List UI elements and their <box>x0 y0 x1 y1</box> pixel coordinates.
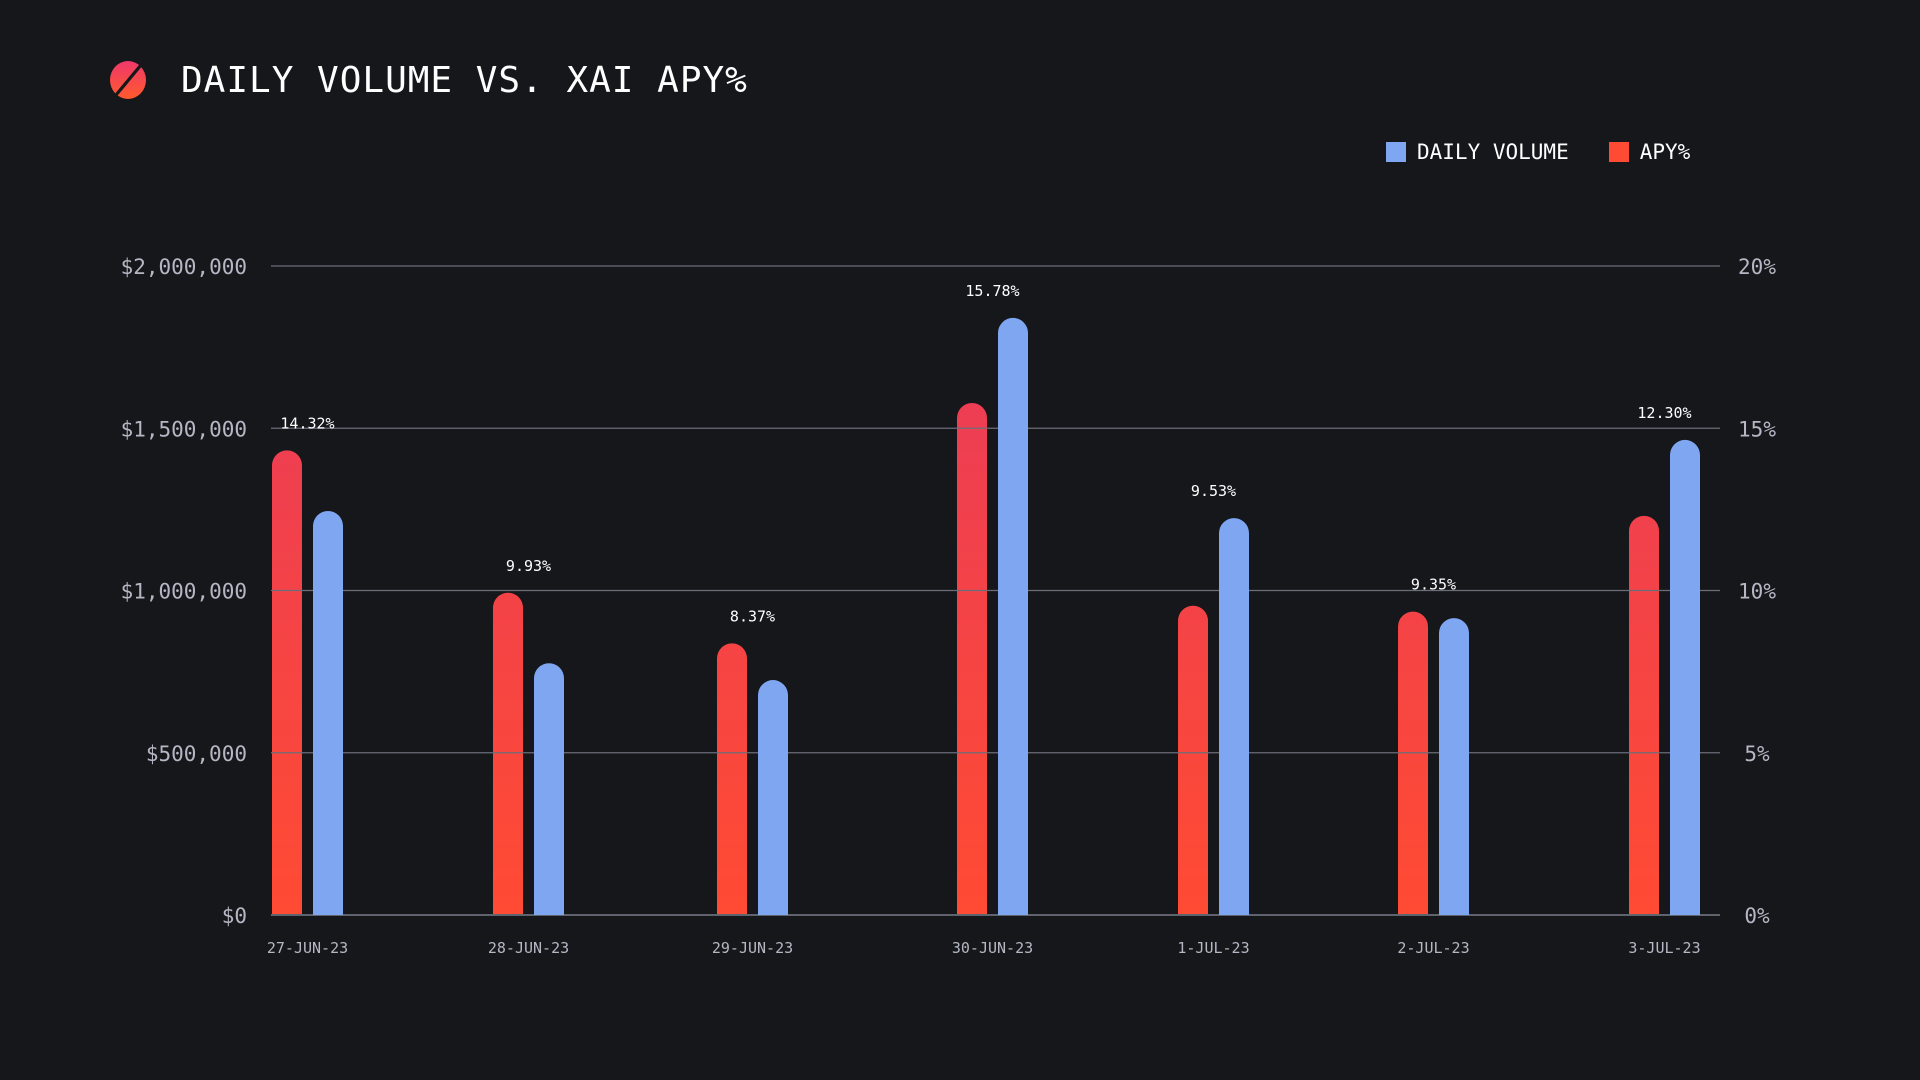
legend-item-apy[interactable]: APY% <box>1608 140 1691 164</box>
legend-label-apy: APY% <box>1639 140 1691 164</box>
volume-bar <box>313 510 343 915</box>
volume-bar <box>1219 518 1249 915</box>
volume-bar <box>758 680 788 915</box>
apy-data-label: 12.30% <box>1637 404 1691 422</box>
apy-bar <box>493 592 523 915</box>
right-axis-ticks: 0% 5% 10% 15% 20% <box>1738 255 1776 928</box>
x-axis-ticks: 27-JUN-23 28-JUN-23 29-JUN-23 30-JUN-23 1-JU… <box>267 939 1701 957</box>
legend-swatch-apy <box>1608 142 1629 162</box>
left-tick-label: $2,000,000 <box>121 255 247 279</box>
apy-bar <box>717 643 747 915</box>
left-tick-label: $1,000,000 <box>121 580 247 604</box>
slashed-circle-logo-icon <box>110 61 146 99</box>
x-tick-label: 2-JUL-23 <box>1397 939 1469 957</box>
volume-bar <box>1439 618 1469 915</box>
apy-data-label: 15.78% <box>965 282 1019 300</box>
volume-bar <box>1670 439 1700 915</box>
apy-data-label: 9.93% <box>506 557 551 575</box>
x-tick-label: 3-JUL-23 <box>1628 939 1700 957</box>
apy-data-label: 9.53% <box>1191 482 1236 500</box>
volume-bar <box>998 317 1028 915</box>
apy-data-label: 9.35% <box>1411 576 1456 594</box>
gridlines <box>271 265 1720 916</box>
apy-bar <box>272 450 302 915</box>
apy-bar <box>957 402 987 916</box>
right-tick-label: 5% <box>1744 742 1770 766</box>
chart-legend: DAILY VOLUME APY% <box>1386 140 1690 164</box>
apy-bars <box>272 402 1659 916</box>
right-tick-label: 0% <box>1744 904 1770 928</box>
right-tick-label: 10% <box>1738 580 1776 604</box>
right-tick-label: 20% <box>1738 255 1776 279</box>
right-tick-label: 15% <box>1738 417 1776 441</box>
x-tick-label: 1-JUL-23 <box>1177 939 1249 957</box>
x-tick-label: 28-JUN-23 <box>488 939 569 957</box>
legend-swatch-daily-volume <box>1386 142 1406 162</box>
apy-data-label: 8.37% <box>730 607 775 625</box>
apy-bar <box>1178 605 1208 915</box>
left-axis-ticks: $0 $500,000 $1,000,000 $1,500,000 $2,000,000 <box>121 255 247 928</box>
volume-bars <box>313 317 1700 915</box>
legend-label-daily-volume: DAILY VOLUME <box>1417 140 1569 164</box>
data-labels: 14.32% 9.93% 8.37% 15.78% 9.53% 9.35% 12.30% <box>280 282 1691 625</box>
volume-bar <box>534 663 564 915</box>
left-tick-label: $1,500,000 <box>121 417 247 441</box>
apy-bar <box>1398 611 1428 915</box>
x-tick-label: 29-JUN-23 <box>712 939 793 957</box>
left-tick-label: $0 <box>222 904 247 928</box>
x-tick-label: 30-JUN-23 <box>952 939 1033 957</box>
chart-title: DAILY VOLUME VS. XAI APY% <box>181 59 748 101</box>
x-tick-label: 27-JUN-23 <box>267 939 348 957</box>
apy-data-label: 14.32% <box>280 414 334 432</box>
left-tick-label: $500,000 <box>146 742 247 766</box>
apy-bar <box>1629 515 1659 915</box>
chart-header: DAILY VOLUME VS. XAI APY% <box>108 58 748 102</box>
legend-item-daily-volume[interactable]: DAILY VOLUME <box>1386 140 1569 164</box>
